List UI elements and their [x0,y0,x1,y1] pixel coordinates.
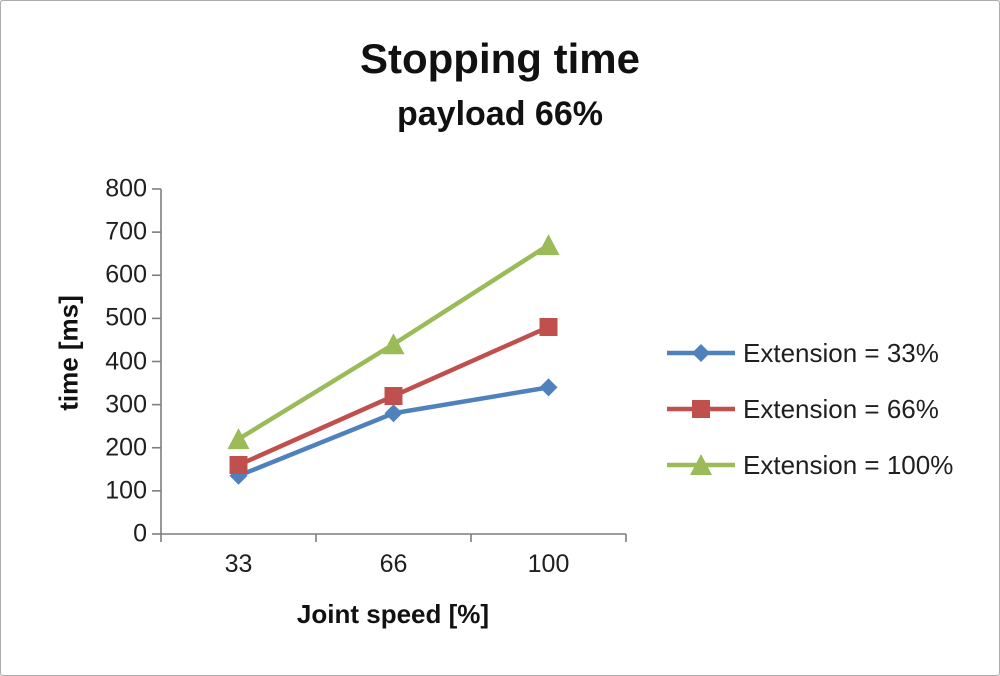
legend-item: Extension = 100% [665,447,953,483]
triangle-marker-icon [227,428,250,450]
y-axis-title: time [ms] [53,295,84,411]
legend: Extension = 33% Extension = 66% Extension … [665,335,953,483]
y-tick-label: 400 [105,347,147,375]
x-tick-label: 66 [379,550,408,578]
legend-key-icon [667,454,735,475]
legend-label: Extension = 33% [743,337,939,368]
square-marker-icon [539,318,558,336]
diamond-marker-icon [692,344,710,362]
axes [152,188,627,542]
legend-label: Extension = 66% [743,393,939,424]
y-tick-label: 700 [105,217,147,246]
y-tick-label: 600 [105,260,147,289]
y-tick-label: 500 [105,303,147,332]
y-tick-label: 0 [133,519,147,548]
triangle-marker-icon [690,454,712,475]
chart-subtitle: payload 66% [397,95,603,133]
square-marker-icon [384,387,403,405]
series-extension-66- [229,318,558,474]
y-tick-label: 200 [105,433,147,462]
triangle-marker-icon [537,234,560,256]
diamond-marker-icon [539,378,558,397]
legend-key-icon [667,400,735,418]
y-tick-label: 100 [105,476,147,505]
square-marker-icon [692,400,710,418]
x-axis-title: Joint speed [%] [296,599,490,629]
legend-key-icon [667,344,735,362]
y-tick-label: 800 [105,174,147,203]
x-tick-label: 33 [224,550,253,578]
triangle-marker-icon [382,333,405,355]
y-tick-label: 300 [105,390,147,419]
legend-item: Extension = 33% [665,335,953,371]
square-marker-icon [229,456,248,474]
diamond-marker-icon [384,404,403,423]
chart-title: Stopping time [360,35,640,82]
legend-item: Extension = 66% [665,391,953,427]
legend-label: Extension = 100% [743,449,954,480]
x-tick-label: 100 [527,550,570,578]
series-extension-100- [227,234,560,450]
